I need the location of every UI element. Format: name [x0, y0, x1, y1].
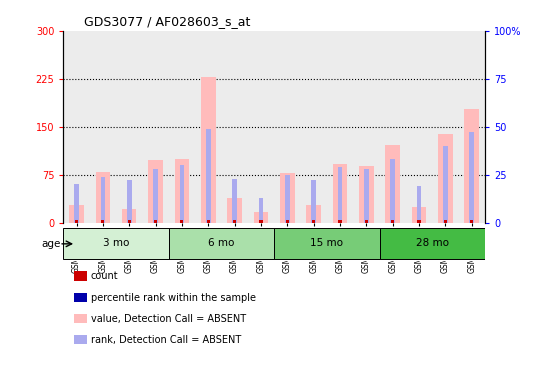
Bar: [365, 220, 368, 223]
Text: 6 mo: 6 mo: [208, 238, 235, 248]
Text: count: count: [91, 271, 118, 281]
Text: 28 mo: 28 mo: [415, 238, 449, 248]
Bar: [154, 220, 157, 223]
Bar: [180, 220, 183, 223]
Bar: [353, 31, 380, 223]
Bar: [253, 212, 268, 223]
Bar: [233, 220, 236, 223]
Bar: [74, 184, 79, 223]
Text: 15 mo: 15 mo: [310, 238, 343, 248]
Bar: [338, 220, 342, 223]
Bar: [260, 220, 262, 223]
Text: rank, Detection Call = ABSENT: rank, Detection Call = ABSENT: [91, 335, 241, 345]
Bar: [153, 169, 158, 223]
Bar: [206, 129, 210, 223]
Bar: [100, 177, 105, 223]
Bar: [418, 220, 420, 223]
Bar: [90, 31, 116, 223]
Bar: [391, 220, 395, 223]
Text: 3 mo: 3 mo: [103, 238, 129, 248]
Bar: [232, 179, 237, 223]
Bar: [274, 228, 380, 260]
Bar: [274, 31, 300, 223]
Bar: [443, 146, 448, 223]
Bar: [386, 145, 400, 223]
Bar: [417, 186, 422, 223]
Bar: [258, 198, 263, 223]
Bar: [432, 31, 458, 223]
Bar: [142, 31, 169, 223]
Text: age: age: [41, 239, 61, 249]
Bar: [327, 31, 353, 223]
Text: percentile rank within the sample: percentile rank within the sample: [91, 293, 256, 303]
Bar: [469, 132, 474, 223]
Bar: [438, 134, 452, 223]
Bar: [359, 166, 374, 223]
Bar: [169, 228, 274, 260]
Bar: [406, 31, 432, 223]
Bar: [390, 159, 395, 223]
Bar: [364, 169, 369, 223]
Bar: [311, 180, 316, 223]
Bar: [280, 173, 295, 223]
Bar: [201, 77, 215, 223]
Bar: [444, 220, 447, 223]
Bar: [195, 31, 222, 223]
Bar: [101, 220, 105, 223]
Bar: [306, 205, 321, 223]
Bar: [180, 165, 184, 223]
Bar: [127, 180, 132, 223]
Bar: [175, 159, 189, 223]
Bar: [63, 31, 90, 223]
Bar: [338, 167, 342, 223]
Bar: [228, 199, 242, 223]
Text: GDS3077 / AF028603_s_at: GDS3077 / AF028603_s_at: [84, 15, 251, 28]
Bar: [116, 31, 142, 223]
Bar: [380, 31, 406, 223]
Bar: [285, 175, 290, 223]
Bar: [300, 31, 327, 223]
Bar: [312, 220, 315, 223]
Bar: [412, 207, 426, 223]
Bar: [248, 31, 274, 223]
Bar: [122, 209, 137, 223]
Bar: [222, 31, 248, 223]
Bar: [63, 228, 169, 260]
Bar: [380, 228, 485, 260]
Bar: [458, 31, 485, 223]
Bar: [333, 164, 347, 223]
Bar: [286, 220, 289, 223]
Bar: [128, 220, 131, 223]
Bar: [169, 31, 195, 223]
Bar: [464, 109, 479, 223]
Bar: [75, 220, 78, 223]
Bar: [470, 220, 473, 223]
Bar: [207, 220, 210, 223]
Bar: [69, 205, 84, 223]
Bar: [148, 160, 163, 223]
Text: value, Detection Call = ABSENT: value, Detection Call = ABSENT: [91, 314, 246, 324]
Bar: [96, 172, 110, 223]
